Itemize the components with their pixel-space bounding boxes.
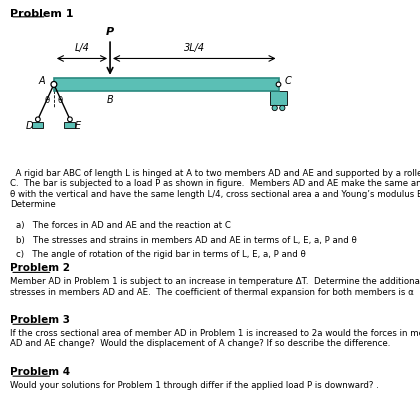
Text: c)   The angle of rotation of the rigid bar in terms of L, E, a, P and θ: c) The angle of rotation of the rigid ba… (16, 250, 306, 259)
FancyBboxPatch shape (54, 78, 278, 91)
Circle shape (51, 81, 57, 87)
Circle shape (272, 105, 277, 111)
FancyBboxPatch shape (64, 122, 76, 128)
Text: A rigid bar ABC of length L is hinged at A to two members AD and AE and supporte: A rigid bar ABC of length L is hinged at… (10, 169, 420, 209)
Text: D: D (26, 121, 34, 131)
Text: b)   The stresses and strains in members AD and AE in terms of L, E, a, P and θ: b) The stresses and strains in members A… (16, 236, 357, 244)
Text: L/4: L/4 (74, 43, 89, 53)
Circle shape (36, 117, 40, 122)
Circle shape (280, 105, 285, 111)
Text: P: P (106, 27, 114, 37)
Text: B: B (107, 95, 113, 105)
Text: Problem 2: Problem 2 (10, 263, 70, 273)
Circle shape (68, 117, 72, 122)
FancyBboxPatch shape (32, 122, 43, 128)
FancyBboxPatch shape (270, 91, 287, 105)
Text: θ: θ (45, 95, 50, 105)
Text: Member AD in Problem 1 is subject to an increase in temperature ΔT.  Determine t: Member AD in Problem 1 is subject to an … (10, 277, 420, 297)
Text: E: E (74, 121, 80, 131)
Text: Problem 3: Problem 3 (10, 315, 70, 325)
Text: Problem 4: Problem 4 (10, 367, 70, 376)
Text: A: A (39, 77, 45, 86)
Text: C: C (284, 77, 291, 86)
Text: θ: θ (58, 95, 63, 105)
Text: 3L/4: 3L/4 (184, 43, 205, 53)
Text: If the cross sectional area of member AD in Problem 1 is increased to 2a would t: If the cross sectional area of member AD… (10, 329, 420, 349)
Text: Problem 1: Problem 1 (10, 9, 74, 19)
Circle shape (276, 82, 281, 87)
Text: Would your solutions for Problem 1 through differ if the applied load P is downw: Would your solutions for Problem 1 throu… (10, 381, 379, 390)
Text: a)   The forces in AD and AE and the reaction at C: a) The forces in AD and AE and the react… (16, 221, 231, 230)
